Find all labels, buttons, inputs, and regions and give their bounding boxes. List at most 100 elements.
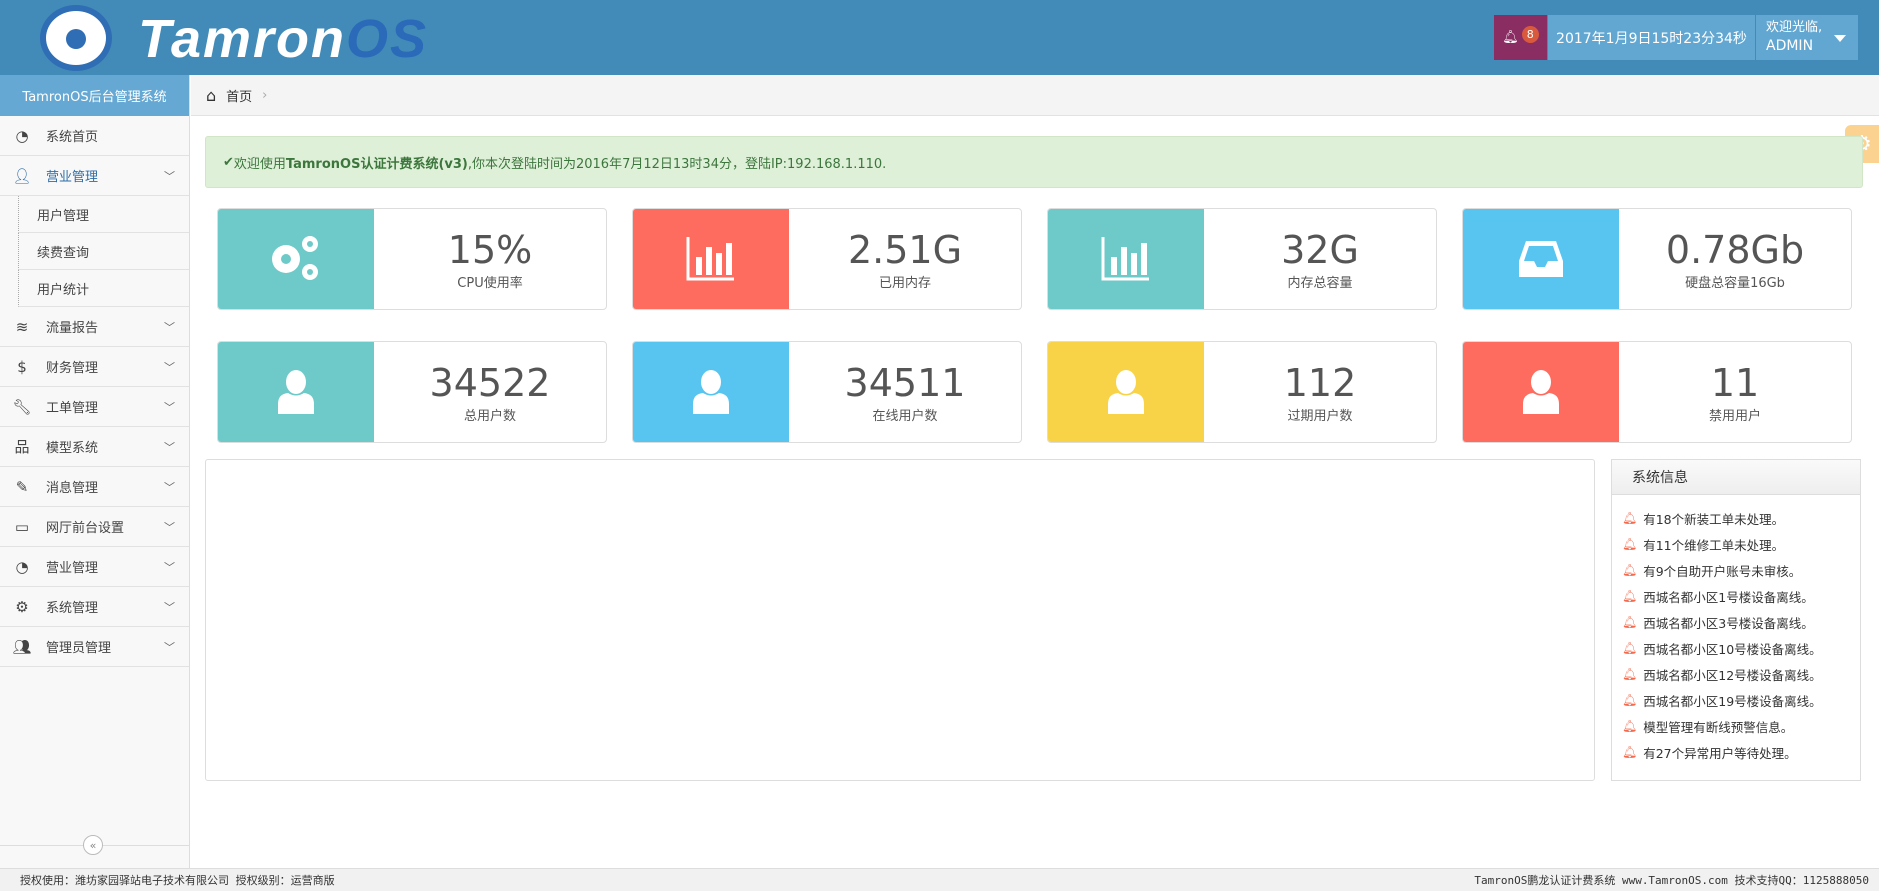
sidebar-item-label: 财务管理 — [46, 361, 99, 376]
bell-icon: 🔔︎ — [1622, 615, 1638, 629]
sidebar-subitem[interactable]: 用户管理 — [18, 196, 189, 233]
sidebar-item-label: 管理员管理 — [46, 641, 112, 656]
chevron-down-icon: ﹀ — [164, 440, 175, 454]
sidebar-item-label: 模型系统 — [46, 441, 99, 456]
bar-chart-icon — [633, 209, 789, 309]
sidebar-item[interactable]: ◔ 系统首页 — [0, 116, 189, 156]
cogs-icon: ⚙ — [15, 597, 29, 616]
chevron-down-icon: ﹀ — [164, 640, 175, 654]
sidebar-item[interactable]: 👤︎ 营业管理 ﹀ — [0, 156, 189, 196]
info-item[interactable]: 🔔︎ 西城名都小区3号楼设备离线。 — [1622, 615, 1814, 631]
breadcrumb-home[interactable]: 首页 — [226, 89, 253, 105]
dashboard-icon: ◔ — [15, 126, 29, 145]
stat-value: 34522 — [429, 360, 551, 405]
system-info-title: 系统信息 — [1612, 460, 1860, 495]
sidebar-item[interactable]: 👥︎ 管理员管理 ﹀ — [0, 627, 189, 667]
sidebar-item[interactable]: ▭ 网厅前台设置 ﹀ — [0, 507, 189, 547]
users-icon: 👥︎ — [12, 637, 32, 656]
chevron-down-icon: ﹀ — [164, 560, 175, 574]
stat-value: 112 — [1283, 360, 1357, 405]
stat-card: 0.78Gb 硬盘总容量16Gb — [1462, 208, 1852, 310]
stat-label: 在线用户数 — [872, 408, 938, 424]
chevron-down-icon: ﹀ — [164, 320, 175, 334]
bell-icon: 🔔︎ — [1622, 667, 1638, 681]
stat-label: 总用户数 — [463, 408, 516, 424]
info-item[interactable]: 🔔︎ 有18个新装工单未处理。 — [1622, 511, 1785, 527]
rss-icon: ≋ — [15, 317, 29, 336]
user-icon — [218, 342, 374, 442]
dollar-icon: $ — [17, 357, 27, 376]
stat-value: 0.78Gb — [1665, 227, 1805, 272]
stat-value: 34511 — [844, 360, 966, 405]
user-menu[interactable]: 欢迎光临, ADMIN — [1756, 15, 1858, 60]
bell-icon: 🔔︎ — [1622, 563, 1638, 577]
notification-badge: 8 — [1521, 26, 1539, 43]
info-item[interactable]: 🔔︎ 西城名都小区1号楼设备离线。 — [1622, 589, 1814, 605]
bell-icon: 🔔︎ — [1622, 719, 1638, 733]
desktop-icon: ▭ — [14, 517, 30, 536]
sidebar-item[interactable]: 🔧︎ 工单管理 ﹀ — [0, 387, 189, 427]
sidebar-title: TamronOS后台管理系统 — [0, 75, 189, 116]
info-item[interactable]: 🔔︎ 模型管理有断线预警信息。 — [1622, 719, 1794, 735]
user-icon — [1463, 342, 1619, 442]
bar-chart-icon — [1048, 209, 1204, 309]
logo: TamronOS — [138, 9, 429, 69]
bell-icon: 🔔︎ — [1622, 641, 1638, 655]
chevron-down-icon: ﹀ — [164, 520, 175, 534]
chevron-down-icon: ﹀ — [164, 600, 175, 614]
user-icon: 👤︎ — [12, 166, 32, 185]
sitemap-icon: 品 — [14, 438, 30, 456]
username: ADMIN — [1766, 38, 1814, 54]
sidebar-item[interactable]: ≋ 流量报告 ﹀ — [0, 307, 189, 347]
info-item[interactable]: 🔔︎ 西城名都小区10号楼设备离线。 — [1622, 641, 1822, 657]
sidebar: TamronOS后台管理系统 ◔ 系统首页 👤︎ 营业管理 ﹀ 用户管理 续费查询 用户统计 ≋… — [0, 75, 190, 868]
stat-label: 已用内存 — [878, 275, 931, 291]
info-item[interactable]: 🔔︎ 有9个自助开户账号未审核。 — [1622, 563, 1802, 579]
stat-label: CPU使用率 — [457, 275, 523, 291]
sidebar-item[interactable]: $ 财务管理 ﹀ — [0, 347, 189, 387]
sidebar-item-label: 网厅前台设置 — [46, 521, 125, 536]
inbox-icon — [1463, 209, 1619, 309]
info-item[interactable]: 🔔︎ 有11个维修工单未处理。 — [1622, 537, 1785, 553]
system-info-panel: 系统信息 🔔︎ 有18个新装工单未处理。 🔔︎ 有11个维修工单未处理。 🔔︎ 有9个自助… — [1611, 459, 1861, 781]
sidebar-item-label: 工单管理 — [46, 401, 99, 416]
sidebar-item-label: 营业管理 — [46, 170, 99, 185]
bell-icon: 🔔︎ — [1622, 589, 1638, 603]
sidebar-subitem[interactable]: 续费查询 — [18, 233, 189, 270]
check-icon: ✔ — [223, 154, 234, 170]
sidebar-subitem[interactable]: 用户统计 — [18, 270, 189, 307]
collapse-sidebar-button[interactable]: « — [83, 835, 103, 855]
stat-value: 2.51G — [847, 227, 963, 272]
footer-license: 授权使用：潍坊家园驿站电子技术有限公司 授权级别：运营商版 — [20, 874, 335, 887]
welcome-text: 欢迎光临, — [1766, 20, 1823, 35]
stat-card: 34511 在线用户数 — [632, 341, 1022, 443]
info-item[interactable]: 🔔︎ 有27个异常用户等待处理。 — [1622, 745, 1797, 761]
bell-icon: 🔔︎ — [1502, 30, 1519, 45]
stat-card: 34522 总用户数 — [217, 341, 607, 443]
logo-emblem — [40, 5, 112, 71]
info-item[interactable]: 🔔︎ 西城名都小区12号楼设备离线。 — [1622, 667, 1822, 683]
info-item[interactable]: 🔔︎ 西城名都小区19号楼设备离线。 — [1622, 693, 1822, 709]
home-icon: ⌂ — [206, 85, 217, 105]
edit-icon: ✎ — [15, 477, 29, 496]
stat-card: 112 过期用户数 — [1047, 341, 1437, 443]
chevron-down-icon: ﹀ — [164, 169, 175, 183]
stat-value: 32G — [1281, 227, 1359, 272]
sidebar-item-label: 流量报告 — [46, 321, 99, 336]
sidebar-item[interactable]: ⚙ 系统管理 ﹀ — [0, 587, 189, 627]
chevron-down-icon: ﹀ — [164, 480, 175, 494]
sidebar-item-label: 消息管理 — [46, 481, 99, 496]
datetime: 2017年1月9日15时23分34秒 — [1548, 15, 1755, 60]
stat-label: 硬盘总容量16Gb — [1685, 275, 1785, 291]
footer-support: TamronOS鹏龙认证计费系统 www.TamronOS.com 技术支持QQ… — [1474, 874, 1869, 887]
cogs-icon — [218, 209, 374, 309]
notifications-button[interactable]: 🔔︎ 8 — [1494, 15, 1547, 60]
sidebar-item-label: 营业管理 — [46, 561, 99, 576]
wrench-icon: 🔧︎ — [12, 397, 32, 416]
sidebar-item[interactable]: 品 模型系统 ﹀ — [0, 427, 189, 467]
sidebar-item[interactable]: ◔ 营业管理 ﹀ — [0, 547, 189, 587]
caret-down-icon — [1834, 35, 1846, 48]
stat-card: 32G 内存总容量 — [1047, 208, 1437, 310]
top-header: TamronOS 🔔︎ 8 2017年1月9日15时23分34秒 欢迎光临, A… — [0, 0, 1879, 75]
sidebar-item[interactable]: ✎ 消息管理 ﹀ — [0, 467, 189, 507]
